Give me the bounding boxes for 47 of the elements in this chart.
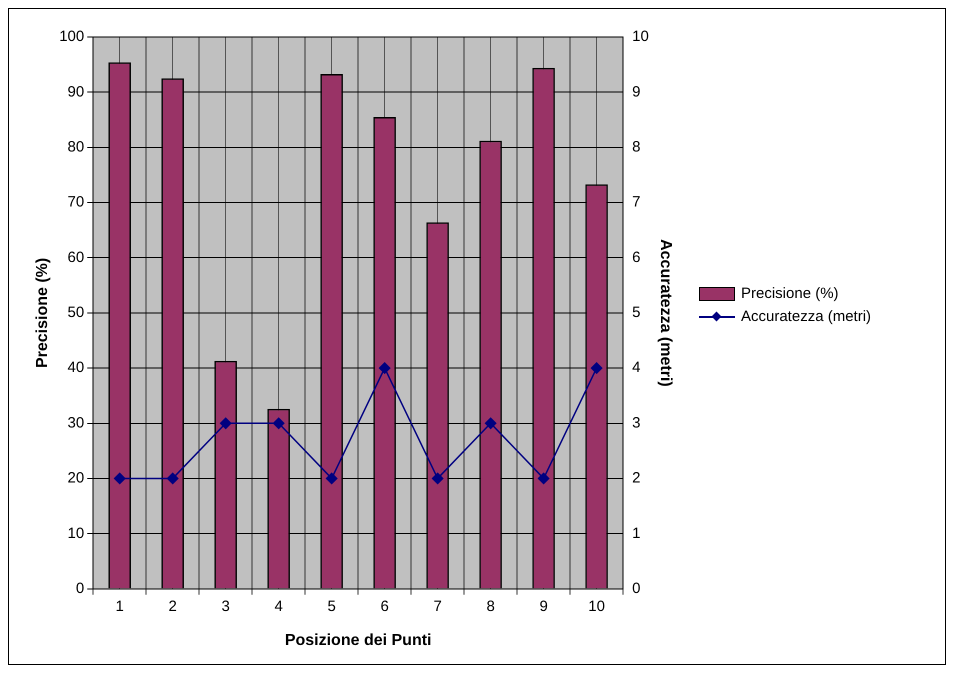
y-tick-label: 0 — [76, 580, 84, 597]
x-tick-label: 2 — [168, 598, 177, 615]
y-tick-label: 40 — [68, 359, 84, 376]
legend-label: Accuratezza (metri) — [741, 308, 872, 325]
point — [378, 362, 390, 374]
y-tick-label: 20 — [68, 470, 84, 487]
point — [114, 472, 126, 484]
y2-tick-label: 5 — [632, 304, 640, 322]
y2-tick-label: 4 — [632, 359, 640, 376]
x-axis-title: Posizione dei Punti — [284, 632, 432, 649]
legend-label: Precisione (%) — [741, 285, 839, 302]
point — [590, 362, 602, 374]
y2-tick-label: 2 — [632, 470, 640, 487]
point — [538, 472, 550, 484]
y2-tick-label: 7 — [632, 194, 640, 211]
y2-tick-label: 8 — [632, 138, 640, 156]
y2-tick-label: 1 — [632, 524, 640, 542]
x-tick-label: 1 — [116, 598, 124, 615]
x-tick-label: 4 — [274, 598, 283, 615]
x-tick-label: 6 — [380, 598, 389, 615]
y-tick-label: 100 — [59, 28, 84, 46]
y2-axis-title: Accuratezza (metri) — [656, 239, 674, 387]
y-axis-title: Precisione (%) — [34, 258, 52, 368]
y-tick-label: 10 — [68, 524, 84, 542]
point — [484, 418, 496, 430]
x-tick-label: 9 — [539, 598, 548, 615]
y-tick-label: 80 — [68, 138, 84, 156]
y2-tick-label: 9 — [632, 83, 640, 100]
y2-tick-label: 3 — [632, 414, 640, 432]
x-tick-label: 5 — [328, 598, 336, 615]
y2-tick-label: 0 — [632, 580, 640, 597]
y-tick-label: 90 — [68, 83, 84, 100]
y2-tick-label: 6 — [632, 248, 640, 266]
point — [432, 472, 444, 484]
point — [326, 472, 338, 484]
point — [272, 418, 284, 430]
point — [220, 418, 232, 430]
x-tick-label: 7 — [433, 598, 442, 615]
y-tick-label: 50 — [68, 304, 84, 322]
x-tick-label: 10 — [588, 598, 605, 615]
y-tick-label: 60 — [68, 248, 84, 266]
y-tick-label: 70 — [68, 194, 84, 211]
x-tick-label: 8 — [486, 598, 495, 615]
y-tick-label: 30 — [68, 414, 84, 432]
x-tick-label: 3 — [222, 598, 230, 615]
y2-tick-label: 10 — [632, 28, 649, 46]
point — [166, 472, 178, 484]
